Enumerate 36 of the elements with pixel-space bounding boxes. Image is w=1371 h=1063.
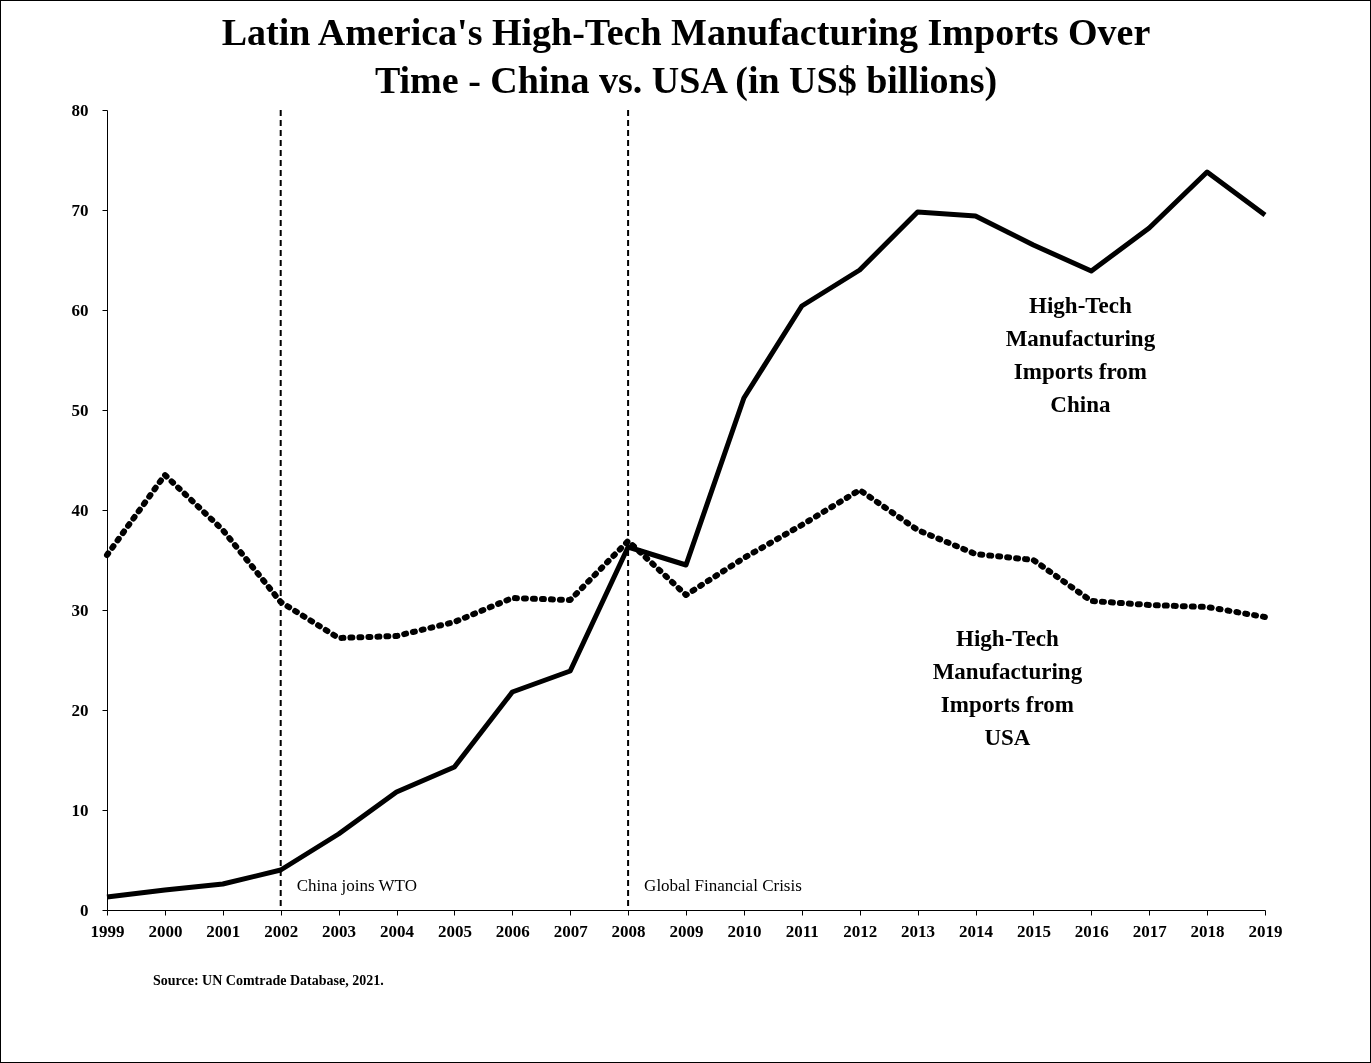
x-tick-label: 2015 <box>1016 921 1051 941</box>
y-tick-label: 20 <box>71 700 89 720</box>
y-tick-label: 80 <box>71 100 89 120</box>
y-tick-label: 50 <box>71 400 89 420</box>
x-tick-label: 2009 <box>669 921 704 941</box>
x-tick-label: 2014 <box>959 921 994 941</box>
y-tick-label: 30 <box>71 600 89 620</box>
x-tick-label: 2004 <box>380 921 415 941</box>
y-tick-label: 70 <box>71 200 89 220</box>
x-tick-label: 2012 <box>843 921 878 941</box>
x-tick-label: 2005 <box>437 921 472 941</box>
text: High-Tech Manufacturing Imports from China <box>1005 293 1156 417</box>
ref-line-label: China joins WTO <box>296 876 417 895</box>
ref-line-label: Global Financial Crisis <box>644 876 802 895</box>
x-tick-label: 2002 <box>264 921 299 941</box>
x-tick-label: 1999 <box>90 921 125 941</box>
x-tick-label: 2013 <box>901 921 936 941</box>
x-tick-label: 2016 <box>1074 921 1109 941</box>
x-tick-label: 2007 <box>553 921 589 941</box>
x-tick-label: 2018 <box>1190 921 1225 941</box>
x-tick-label: 2008 <box>611 921 646 941</box>
y-tick-label: 40 <box>71 500 89 520</box>
y-tick-label: 0 <box>80 900 89 920</box>
x-tick-label: 2001 <box>206 921 241 941</box>
x-tick-label: 2019 <box>1248 921 1283 941</box>
y-tick-label: 10 <box>71 800 89 820</box>
x-tick-label: 2010 <box>727 921 762 941</box>
x-tick-label: 2017 <box>1132 921 1168 941</box>
chart-title: Latin America's High-Tech Manufacturing Imports Over Time - China vs. USA (in US$ billions) <box>221 11 1151 102</box>
series-label: High-Tech Manufacturing Imports from USA <box>932 626 1083 750</box>
y-tick-label: 60 <box>71 300 89 320</box>
source-note: Source: UN Comtrade Database, 2021. <box>153 973 384 989</box>
x-tick-label: 2000 <box>148 921 183 941</box>
x-tick-label: 2006 <box>495 921 530 941</box>
x-tick-label: 2011 <box>785 921 819 941</box>
x-tick-label: 2003 <box>322 921 357 941</box>
